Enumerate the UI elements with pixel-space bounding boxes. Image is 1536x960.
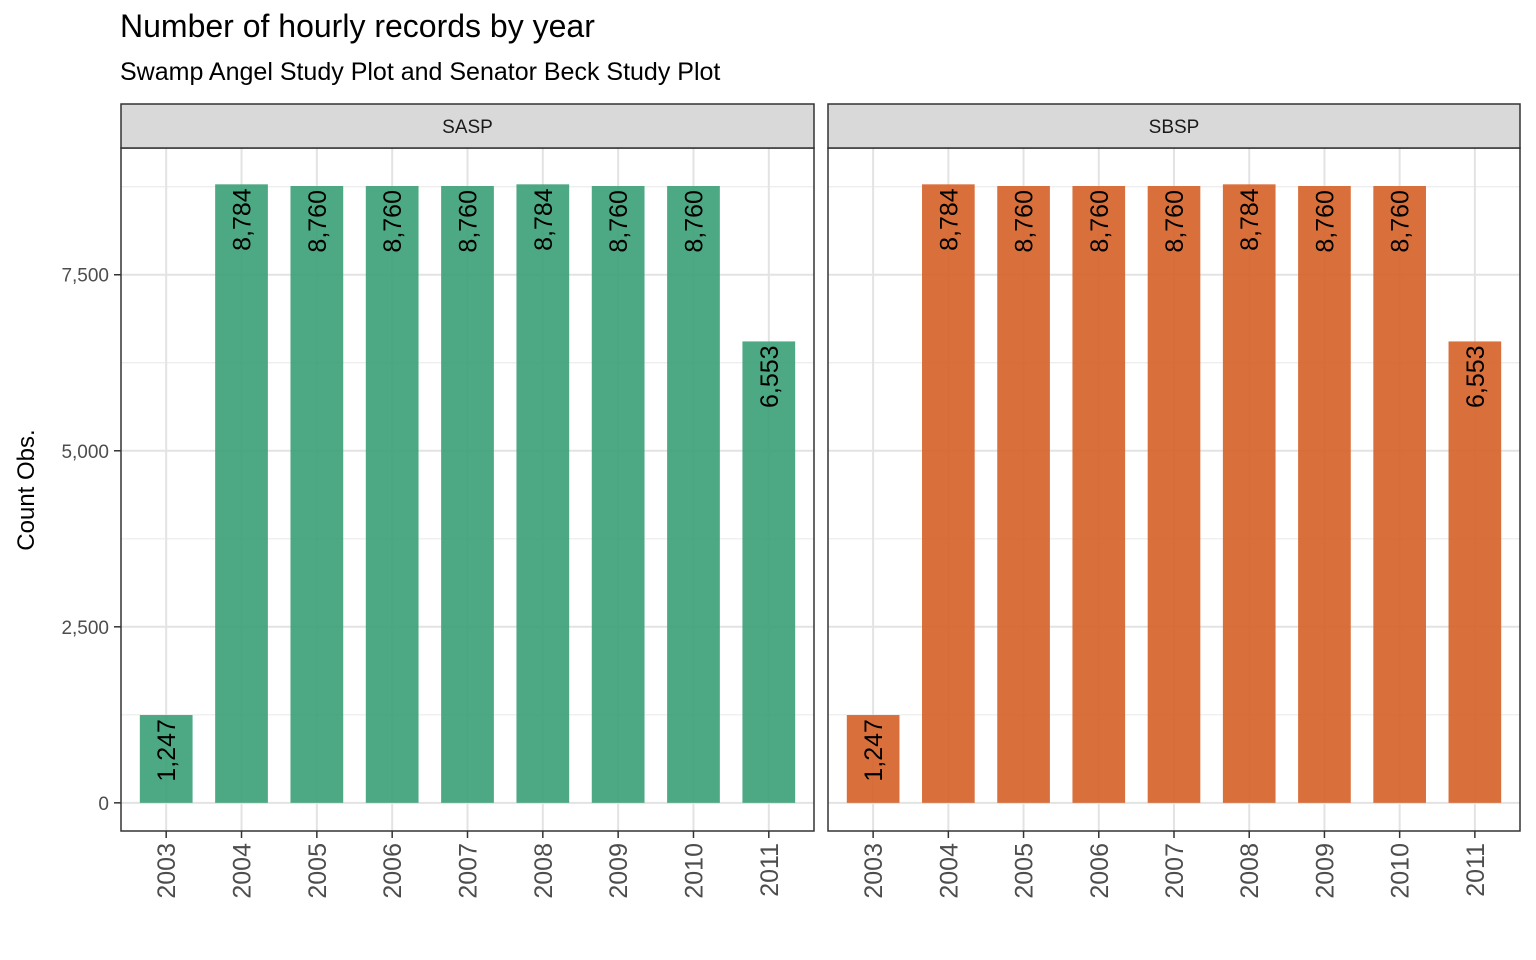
facet-panel-sasp: 1,247 8,784 8,760 8,760 8,760 8,784 8,760 8,760… <box>61 103 815 899</box>
data-label: 1,247 <box>860 719 888 782</box>
data-label: 8,760 <box>1311 190 1339 253</box>
facets-layer: 1,247 8,784 8,760 8,760 8,760 8,784 8,760 8,760… <box>61 103 1521 899</box>
x-tick-label: 2005 <box>1011 843 1039 899</box>
x-tick-label: 2010 <box>680 843 708 899</box>
chart-subtitle: Swamp Angel Study Plot and Senator Beck … <box>120 58 721 86</box>
bar-sasp-2008 <box>516 184 570 803</box>
bar-sasp-2007 <box>441 186 494 803</box>
x-tick-label: 2009 <box>1311 843 1339 899</box>
bar-sasp-2011 <box>742 341 796 803</box>
x-tick-label: 2008 <box>530 843 558 899</box>
facet-strip <box>827 103 1521 149</box>
bar-sbsp-2010 <box>1373 186 1426 803</box>
facet-strip-label: SBSP <box>1149 117 1200 138</box>
facet-strip <box>120 103 815 149</box>
x-tick-label: 2006 <box>1086 843 1114 899</box>
data-label: 8,784 <box>530 188 558 251</box>
data-label: 8,760 <box>1161 190 1189 253</box>
chart-title: Number of hourly records by year <box>120 8 595 44</box>
bar-sbsp-2003 <box>846 715 900 803</box>
x-tick-label: 2004 <box>935 843 963 899</box>
facet-panel-sbsp: 1,247 8,784 8,760 8,760 8,760 8,784 8,760 8,760… <box>827 103 1521 899</box>
bar-sbsp-2007 <box>1147 186 1201 803</box>
bar-sasp-2009 <box>591 186 645 803</box>
bar-sasp-2010 <box>667 186 720 803</box>
bar-sasp-2005 <box>290 186 344 803</box>
y-tick-label: 5,000 <box>61 442 109 463</box>
data-label: 8,784 <box>229 188 257 251</box>
data-label: 1,247 <box>153 719 181 782</box>
y-axis-label: Count Obs. <box>13 429 40 550</box>
facet-strip-label: SASP <box>442 117 493 138</box>
data-label: 8,760 <box>379 190 407 253</box>
data-label: 8,760 <box>1086 190 1114 253</box>
x-tick-label: 2011 <box>1462 843 1490 897</box>
x-tick-label: 2003 <box>153 843 181 899</box>
data-label: 8,760 <box>1387 190 1415 253</box>
data-label: 8,784 <box>935 188 963 251</box>
bar-sbsp-2005 <box>997 186 1050 803</box>
bar-sasp-2006 <box>365 186 419 803</box>
y-tick-label: 0 <box>98 794 109 815</box>
bar-sbsp-2009 <box>1298 186 1351 803</box>
x-tick-label: 2006 <box>379 843 407 899</box>
data-label: 8,784 <box>1236 188 1264 251</box>
y-tick-label: 2,500 <box>61 618 109 639</box>
x-tick-label: 2004 <box>229 843 257 899</box>
x-tick-label: 2009 <box>605 843 633 899</box>
data-label: 8,760 <box>455 190 483 253</box>
x-tick-label: 2007 <box>455 843 483 899</box>
data-label: 8,760 <box>1011 190 1039 253</box>
x-tick-label: 2008 <box>1236 843 1264 899</box>
x-tick-label: 2007 <box>1161 843 1189 899</box>
bar-sbsp-2006 <box>1072 186 1126 803</box>
bar-sasp-2003 <box>139 715 193 803</box>
bar-sbsp-2011 <box>1448 341 1502 803</box>
data-label: 8,760 <box>680 190 708 253</box>
x-tick-label: 2003 <box>860 843 888 899</box>
data-label: 8,760 <box>304 190 332 253</box>
bar-sbsp-2008 <box>1222 184 1276 803</box>
x-tick-label: 2011 <box>756 843 784 897</box>
bar-sasp-2004 <box>215 184 268 803</box>
y-tick-label: 7,500 <box>61 266 109 287</box>
data-label: 6,553 <box>756 345 784 408</box>
data-label: 6,553 <box>1462 345 1490 408</box>
x-tick-label: 2010 <box>1387 843 1415 899</box>
data-label: 8,760 <box>605 190 633 253</box>
bar-sbsp-2004 <box>922 184 975 803</box>
x-tick-label: 2005 <box>304 843 332 899</box>
